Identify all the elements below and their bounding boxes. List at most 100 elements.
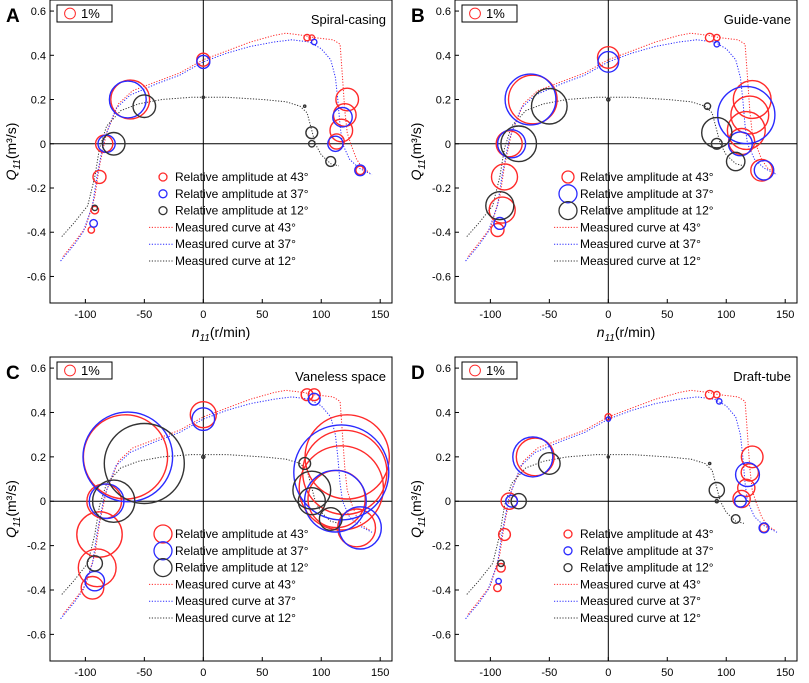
amplitude-point-37	[597, 50, 620, 73]
amplitude-point-37	[493, 216, 507, 231]
amplitude-point-12	[305, 126, 319, 140]
amplitude-point-37	[196, 54, 211, 70]
measured-curve-c12	[466, 454, 745, 595]
amplitude-point-43	[712, 390, 721, 399]
legend-marker-37	[158, 189, 168, 199]
legend-marker-12	[158, 205, 168, 216]
amplitude-point-37	[332, 106, 353, 128]
amplitude-point-12	[606, 97, 611, 102]
panel-letter: D	[411, 363, 425, 384]
legend-label: Relative amplitude at 43°	[175, 527, 309, 541]
scale-legend-circle	[469, 7, 481, 20]
amplitude-point-37	[504, 73, 557, 126]
amplitude-point-43	[298, 445, 385, 531]
amplitude-point-12	[500, 125, 538, 163]
amplitude-point-43	[355, 165, 366, 176]
x-tick-label: 100	[312, 667, 330, 679]
x-tick-label: 50	[256, 667, 268, 679]
x-tick-label: 100	[717, 309, 735, 321]
y-axis-label-sub: 11	[12, 517, 23, 527]
amplitude-point-37	[327, 135, 344, 153]
x-tick-label: -50	[541, 667, 557, 679]
x-axis-label-main: n	[192, 324, 200, 340]
amplitude-point-12	[510, 492, 528, 510]
panel-c: C-100-50050100150-0.6-0.4-0.200.20.40.6n…	[3, 356, 393, 683]
y-tick-label: 0.4	[31, 407, 46, 419]
y-tick-label: -0.4	[432, 585, 451, 597]
legend-label: Measured curve at 43°	[175, 577, 296, 591]
panel-letter: A	[6, 6, 20, 27]
y-tick-label: 0.6	[436, 363, 451, 375]
legend-marker-37	[153, 541, 173, 561]
amplitude-point-12	[292, 470, 332, 510]
amplitude-point-43	[493, 583, 503, 593]
measured-curve-c12	[61, 454, 340, 595]
legend-label: Measured curve at 37°	[580, 237, 701, 251]
panel-title: Spiral-casing	[311, 12, 386, 27]
panel-letter: B	[411, 6, 425, 27]
amplitude-point-37	[108, 80, 147, 119]
legend-marker-43	[153, 524, 173, 544]
panel-d: D-100-50050100150-0.6-0.4-0.200.20.40.6n…	[408, 356, 798, 683]
legend-marker-43	[561, 170, 575, 184]
x-tick-label: 100	[312, 309, 330, 321]
y-tick-label: 0.4	[31, 50, 46, 62]
y-tick-label: -0.6	[27, 629, 46, 641]
x-axis-label: n11(r/min)	[192, 324, 251, 344]
legend-label: Relative amplitude at 12°	[175, 561, 309, 575]
measured-curve-c12	[466, 96, 745, 237]
amplitude-point-43	[750, 158, 774, 182]
legend-label: Measured curve at 12°	[580, 254, 701, 268]
amplitude-point-12	[708, 481, 726, 499]
amplitude-point-12	[703, 102, 712, 111]
legend-label: Relative amplitude at 12°	[580, 561, 714, 575]
amplitude-point-43	[490, 163, 519, 191]
amplitude-point-12	[606, 455, 611, 459]
amplitude-point-37	[727, 131, 753, 157]
y-axis-label-unit: (m³/s)	[3, 480, 19, 517]
amplitude-point-12	[101, 131, 126, 156]
amplitude-point-43	[496, 562, 507, 573]
x-axis-label-unit: (r/min)	[210, 324, 250, 340]
y-tick-label: 0	[40, 496, 46, 508]
amplitude-point-37	[495, 577, 502, 585]
scale-legend-label: 1%	[81, 6, 100, 21]
y-tick-label: -0.4	[432, 227, 451, 239]
amplitude-point-12	[318, 507, 343, 532]
x-axis-label-sub: 11	[199, 333, 209, 344]
plot-frame	[49, 356, 393, 662]
measured-curve-c43	[62, 389, 370, 615]
x-tick-label: 0	[605, 309, 611, 321]
measured-curve-c37	[60, 39, 373, 262]
amplitude-point-12	[307, 139, 316, 148]
amplitude-point-12	[91, 204, 99, 212]
amplitude-point-43	[110, 79, 151, 120]
amplitude-point-37	[512, 436, 554, 478]
y-tick-label: -0.2	[432, 183, 451, 195]
amplitude-point-12	[91, 479, 136, 524]
legend-label: Measured curve at 43°	[175, 220, 296, 234]
amplitude-point-43	[737, 478, 756, 498]
legend-marker-43	[158, 172, 168, 182]
legend-label: Measured curve at 12°	[580, 611, 701, 625]
amplitude-point-43	[730, 95, 770, 135]
amplitude-point-37	[734, 462, 761, 488]
legend-label: Relative amplitude at 37°	[175, 187, 309, 201]
amplitude-point-12	[298, 456, 312, 471]
amplitude-point-43	[80, 575, 105, 600]
y-axis-label-main: Q	[408, 527, 424, 538]
amplitude-point-43	[335, 87, 360, 112]
amplitude-point-43	[515, 437, 555, 477]
amplitude-point-37	[717, 85, 776, 145]
amplitude-point-37	[354, 164, 367, 177]
legend-label: Relative amplitude at 12°	[175, 204, 309, 218]
scale-legend-box	[461, 361, 518, 380]
y-tick-label: -0.4	[27, 227, 46, 239]
y-axis-label-main: Q	[3, 169, 19, 180]
amplitude-point-12	[86, 555, 104, 572]
amplitude-point-37	[505, 494, 519, 508]
panel-title: Vaneless space	[295, 369, 386, 384]
legend-label: Relative amplitude at 37°	[580, 544, 714, 558]
amplitude-point-43	[726, 110, 766, 151]
y-tick-label: -0.2	[27, 541, 46, 553]
